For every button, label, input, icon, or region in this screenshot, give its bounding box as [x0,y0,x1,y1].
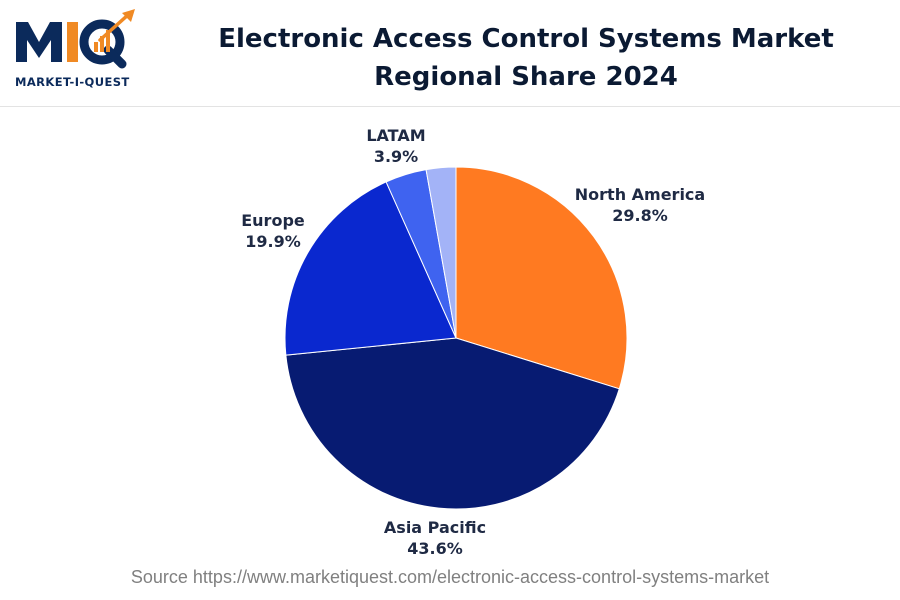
slice-value-label: 3.9% [374,147,418,166]
slice-label: North America [575,185,705,204]
miq-logo-mark [16,9,135,69]
pie-slice-europe [284,181,457,356]
logo-letter-q [79,19,127,69]
brand-name: MARKET-I-QUEST [15,75,130,89]
logo-letter-i [67,22,78,62]
slice-value-label: 19.9% [245,232,301,251]
pie-slice-unlabeled [425,166,457,339]
slice-label: LATAM [366,126,425,145]
header-divider [0,106,900,107]
pie-slice-north-america [455,166,628,390]
slice-label: Europe [241,211,305,230]
brand-logo[interactable]: MARKET-I-QUEST [14,8,144,94]
logo-growth-arrow-icon [98,9,135,42]
source-citation: Source https://www.marketiquest.com/elec… [130,567,770,587]
pie-slice-asia-pacific [285,337,620,510]
chart-title: Electronic Access Control Systems Market… [218,24,834,92]
slice-label: Asia Pacific [384,518,486,537]
logo-letter-m [16,22,62,62]
slice-value-label: 43.6% [407,539,463,558]
header: MARKET-I-QUEST Electronic Access Control… [0,0,900,106]
slice-value-label: 29.8% [612,206,668,225]
